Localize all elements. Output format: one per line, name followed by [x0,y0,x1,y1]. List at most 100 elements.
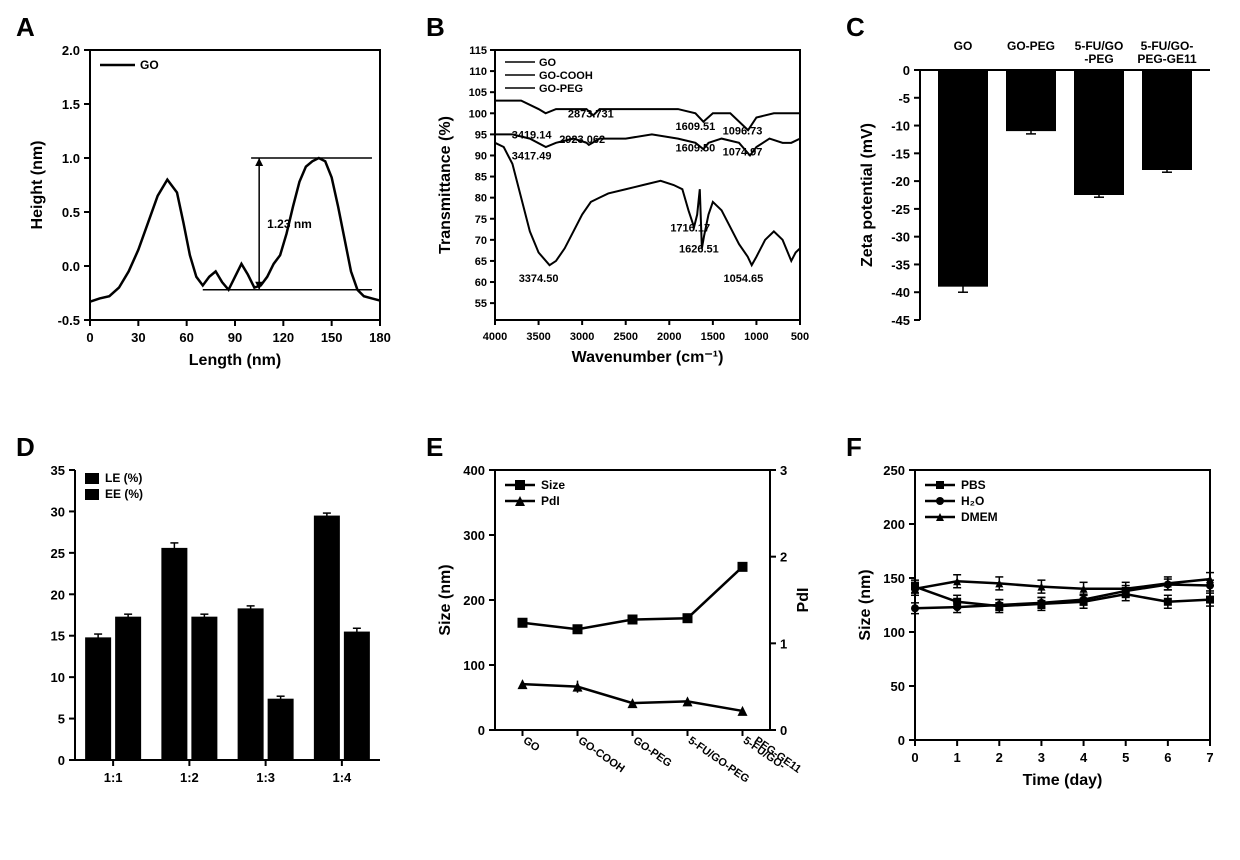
svg-text:-0.5: -0.5 [58,313,80,328]
panel-b-svg: 5560657075808590951001051101154000350030… [430,20,820,380]
panel-e-svg: 01002003004000123Size (nm)PdIGOGO-COOHGO… [430,440,820,840]
svg-text:5: 5 [1122,750,1129,765]
svg-text:GO-PEG: GO-PEG [539,83,583,95]
svg-text:GO: GO [539,57,557,69]
svg-text:-5: -5 [898,91,910,106]
svg-text:250: 250 [883,463,905,478]
svg-text:-20: -20 [891,174,910,189]
panel-d-svg: 051015202530351:11:21:31:4LE (%)EE (%) [20,440,400,840]
svg-text:100: 100 [469,108,487,120]
svg-text:PdI: PdI [795,588,812,613]
svg-text:2923.062: 2923.062 [559,134,605,146]
svg-text:Wavenumber (cm⁻¹): Wavenumber (cm⁻¹) [572,349,724,366]
svg-text:3500: 3500 [526,331,550,343]
panel-f: F 05010015020025001234567Time (day)Size … [850,440,1230,840]
panel-e-letter: E [426,432,443,463]
svg-text:GO: GO [140,58,159,72]
svg-text:-45: -45 [891,313,910,328]
svg-text:65: 65 [475,256,487,268]
svg-text:5-FU/GO: 5-FU/GO [1075,39,1124,53]
svg-text:Length (nm): Length (nm) [189,352,281,369]
svg-text:2500: 2500 [613,331,637,343]
svg-text:Transmittance (%): Transmittance (%) [437,116,454,254]
svg-text:110: 110 [469,66,487,78]
svg-text:30: 30 [51,504,65,519]
svg-text:50: 50 [891,679,905,694]
svg-text:0.5: 0.5 [62,205,80,220]
svg-text:0: 0 [898,733,905,748]
svg-text:3000: 3000 [570,331,594,343]
svg-text:60: 60 [179,330,193,345]
svg-text:1:2: 1:2 [180,770,199,785]
svg-text:85: 85 [475,172,487,184]
svg-text:4: 4 [1080,750,1088,765]
svg-text:60: 60 [475,277,487,289]
panel-f-letter: F [846,432,862,463]
svg-text:-10: -10 [891,119,910,134]
panel-d-letter: D [16,432,35,463]
svg-text:80: 80 [475,193,487,205]
svg-text:3: 3 [1038,750,1045,765]
panel-a-letter: A [16,12,35,43]
svg-text:35: 35 [51,463,65,478]
svg-text:150: 150 [883,571,905,586]
svg-text:0: 0 [780,723,787,738]
svg-text:150: 150 [321,330,343,345]
svg-text:Height (nm): Height (nm) [29,141,46,230]
svg-text:1609.50: 1609.50 [676,142,716,154]
svg-text:3417.49: 3417.49 [512,151,552,163]
svg-text:-30: -30 [891,230,910,245]
svg-text:100: 100 [463,658,485,673]
svg-text:115: 115 [469,45,487,57]
svg-text:105: 105 [469,87,487,99]
svg-text:1074.97: 1074.97 [723,146,763,158]
svg-text:1626.51: 1626.51 [679,244,719,256]
svg-text:25: 25 [51,546,65,561]
svg-text:GO-COOH: GO-COOH [576,735,627,776]
svg-text:1000: 1000 [744,331,768,343]
svg-text:H₂O: H₂O [961,494,984,508]
svg-text:1.23 nm: 1.23 nm [267,217,312,231]
svg-text:400: 400 [463,463,485,478]
svg-text:0: 0 [478,723,485,738]
svg-text:GO-PEG: GO-PEG [631,735,674,770]
svg-text:10: 10 [51,670,65,685]
svg-text:1.5: 1.5 [62,97,80,112]
svg-text:1:3: 1:3 [256,770,275,785]
svg-text:4000: 4000 [483,331,507,343]
svg-text:1.0: 1.0 [62,151,80,166]
svg-text:20: 20 [51,587,65,602]
svg-text:30: 30 [131,330,145,345]
panel-f-svg: 05010015020025001234567Time (day)Size (n… [850,440,1230,840]
svg-text:5-FU/GO-: 5-FU/GO- [1141,39,1194,53]
svg-text:DMEM: DMEM [961,510,998,524]
panel-c: C -45-40-35-30-25-20-15-10-50Zeta potent… [850,20,1230,420]
svg-text:15: 15 [51,629,65,644]
svg-text:LE (%): LE (%) [105,471,142,485]
svg-text:GO: GO [954,39,973,53]
svg-text:2: 2 [780,550,787,565]
svg-text:1: 1 [954,750,961,765]
svg-text:200: 200 [463,593,485,608]
svg-text:7: 7 [1206,750,1213,765]
panel-c-svg: -45-40-35-30-25-20-15-10-50Zeta potentia… [850,20,1230,380]
svg-text:300: 300 [463,528,485,543]
svg-text:90: 90 [228,330,242,345]
svg-text:1:4: 1:4 [332,770,352,785]
panel-b-letter: B [426,12,445,43]
svg-text:0: 0 [86,330,93,345]
svg-text:1096.73: 1096.73 [723,125,763,137]
svg-text:70: 70 [475,235,487,247]
svg-text:2873.731: 2873.731 [568,109,614,121]
svg-text:180: 180 [369,330,391,345]
svg-text:75: 75 [475,214,487,226]
panel-b: B 55606570758085909510010511011540003500… [430,20,820,420]
panel-e: E 01002003004000123Size (nm)PdIGOGO-COOH… [430,440,820,840]
svg-text:500: 500 [791,331,809,343]
figure-grid: A -0.50.00.51.01.52.00306090120150180Len… [20,20,1220,840]
svg-text:1054.65: 1054.65 [723,273,763,285]
svg-text:Time (day): Time (day) [1023,772,1103,789]
svg-text:0.0: 0.0 [62,259,80,274]
svg-text:Size (nm): Size (nm) [857,569,874,640]
svg-text:3419.14: 3419.14 [512,130,553,142]
